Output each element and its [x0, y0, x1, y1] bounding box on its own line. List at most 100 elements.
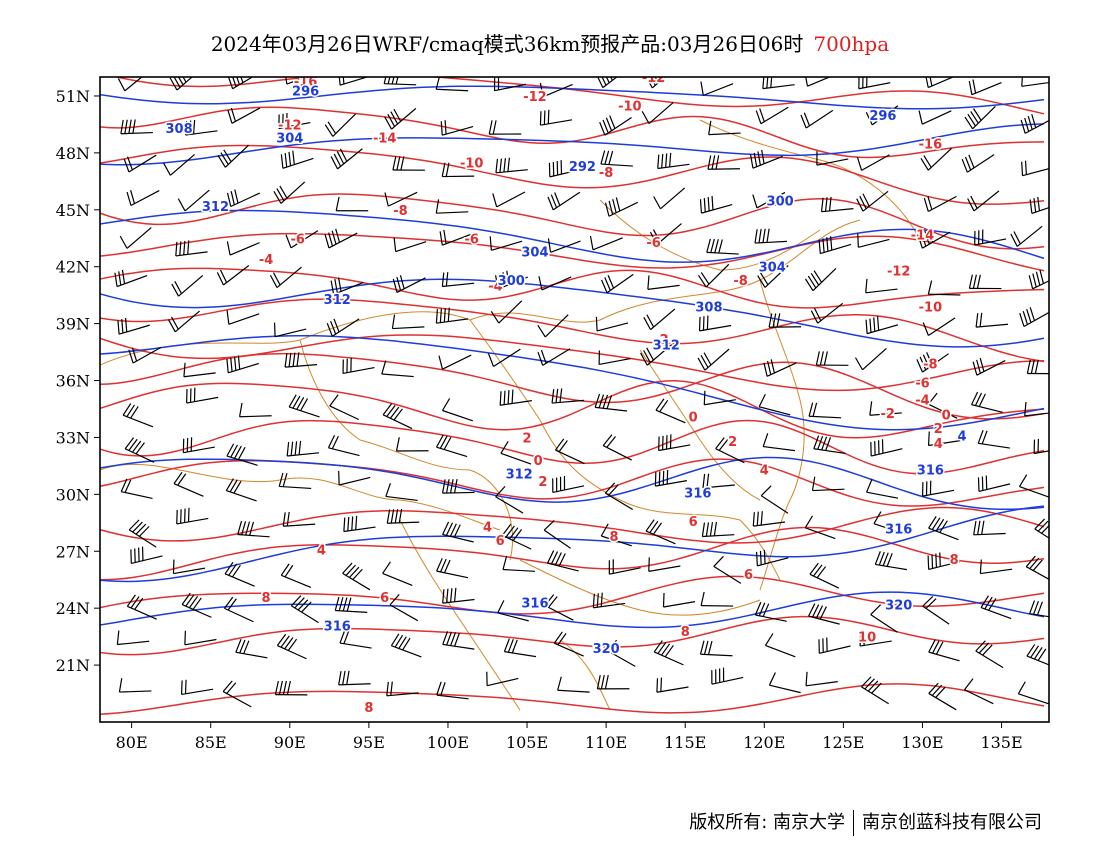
wind-staff: [1025, 566, 1049, 580]
wind-staff: [497, 612, 529, 622]
wind-barb: [804, 267, 837, 292]
wind-staff: [235, 651, 268, 659]
temperature-label: -4: [915, 394, 929, 409]
wind-staff: [442, 233, 473, 246]
wind-barb: [662, 592, 696, 608]
wind-feather: [554, 192, 561, 206]
wind-feather: [877, 316, 880, 331]
wind-feather: [327, 434, 336, 449]
wind-feather: [338, 597, 344, 611]
wind-staff: [764, 264, 789, 288]
wind-staff: [542, 348, 571, 366]
temperature-label: -16: [919, 137, 943, 152]
wind-barb: [330, 148, 363, 170]
wind-staff: [658, 444, 691, 452]
wind-feather: [292, 395, 301, 409]
wind-barb: [490, 300, 523, 324]
wind-feather: [219, 269, 228, 283]
wind-feather: [237, 355, 241, 370]
wind-staff: [230, 192, 261, 208]
wind-barb: [641, 102, 674, 124]
wind-feather: [495, 158, 499, 173]
wind-feather: [443, 229, 447, 244]
wind-barb: [648, 557, 681, 572]
temperature-label: 10: [858, 631, 876, 646]
wind-feather: [964, 156, 972, 171]
wind-staff: [871, 105, 899, 126]
wind-feather: [284, 637, 294, 650]
wind-feather: [763, 549, 766, 564]
wind-barb: [181, 592, 212, 618]
wind-feather: [445, 522, 454, 536]
wind-feather: [594, 393, 601, 408]
wind-feather: [179, 241, 182, 256]
wind-barb: [856, 190, 889, 212]
wind-feather: [282, 473, 288, 487]
wind-barb: [816, 151, 849, 166]
wind-staff: [760, 495, 789, 514]
wind-feather: [345, 564, 356, 576]
wind-feather: [330, 156, 339, 170]
wind-feather: [713, 521, 718, 536]
wind-feather: [604, 482, 616, 494]
wind-barb: [927, 431, 961, 447]
wind-staff: [124, 77, 143, 92]
wind-feather: [334, 596, 340, 611]
wind-feather: [935, 518, 945, 532]
wind-feather: [269, 274, 278, 288]
wind-barb: [865, 278, 898, 294]
temperature-label: -12: [278, 118, 302, 133]
wind-staff: [765, 644, 796, 658]
wind-barb: [654, 470, 688, 487]
wind-feather: [234, 445, 242, 459]
wind-feather: [435, 77, 440, 90]
wind-feather: [659, 399, 669, 413]
wind-feather: [811, 604, 820, 618]
wind-barb: [501, 523, 532, 550]
wind-barb: [273, 181, 306, 204]
wind-barb: [865, 316, 899, 335]
wind-staff: [819, 645, 851, 654]
wind-feather: [239, 639, 246, 654]
wind-feather: [882, 552, 889, 566]
wind-feather: [975, 640, 986, 652]
wind-feather: [184, 630, 186, 645]
wind-feather: [931, 554, 934, 569]
wind-feather: [928, 682, 939, 694]
wind-feather: [640, 352, 648, 366]
wind-barb: [494, 270, 528, 290]
wind-feather: [181, 592, 191, 605]
wind-barb: [393, 237, 427, 253]
wind-staff: [871, 448, 903, 457]
wind-feather: [1029, 307, 1036, 321]
wind-feather: [758, 228, 762, 243]
wind-barb: [711, 667, 744, 685]
wind-feather: [326, 323, 333, 337]
temperature-label: -10: [460, 156, 484, 171]
wind-staff: [226, 455, 258, 466]
wind-barb: [649, 223, 682, 245]
height-label: 320: [593, 642, 620, 657]
wind-barb: [1019, 307, 1049, 328]
wind-feather: [550, 194, 558, 208]
temperature-label: 6: [380, 591, 389, 606]
wind-feather: [823, 351, 828, 366]
wind-feather: [232, 77, 237, 87]
wind-barb: [606, 639, 636, 667]
wind-staff: [817, 302, 844, 324]
wind-staff: [237, 533, 270, 538]
wind-barb: [657, 152, 690, 170]
temperature-label: 8: [950, 553, 959, 568]
wind-barb: [326, 318, 360, 337]
wind-barb: [758, 393, 791, 416]
wind-feather: [499, 158, 503, 173]
wind-feather: [288, 151, 292, 166]
wind-feather: [813, 564, 823, 577]
wind-staff: [239, 415, 272, 418]
wind-feather: [819, 606, 827, 620]
wind-feather: [1029, 199, 1033, 214]
wind-feather: [554, 552, 562, 566]
wind-barb: [763, 359, 797, 377]
wind-feather: [453, 478, 458, 493]
